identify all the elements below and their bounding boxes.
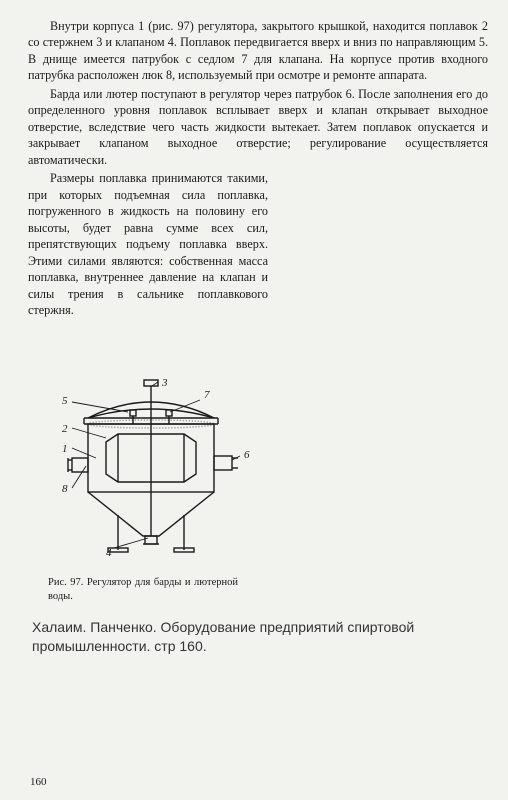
paragraph-2: Барда или лютер поступают в регулятор че…: [28, 86, 488, 168]
label-2: 2: [62, 423, 68, 435]
figure-97: 1 2 3 4 5 6 7 8 Рис. 97. Регулятор для б…: [48, 378, 488, 603]
label-1: 1: [62, 443, 68, 455]
label-6: 6: [244, 449, 250, 461]
label-4: 4: [106, 547, 112, 559]
label-3: 3: [161, 378, 168, 389]
page-content: Внутри корпуса 1 (рис. 97) регулятора, з…: [0, 0, 508, 656]
source-citation: Халаим. Панченко. Оборудование предприят…: [32, 618, 488, 656]
label-5: 5: [62, 395, 68, 407]
regulator-diagram: 1 2 3 4 5 6 7 8: [48, 378, 258, 568]
page-number: 160: [30, 776, 47, 788]
paragraph-1: Внутри корпуса 1 (рис. 97) регулятора, з…: [28, 18, 488, 84]
label-8: 8: [62, 483, 68, 495]
figure-caption: Рис. 97. Регулятор для барды и лютерной …: [48, 576, 238, 603]
paragraph-3: Размеры поплавка принимаются такими, при…: [28, 170, 268, 318]
label-7: 7: [204, 389, 210, 401]
